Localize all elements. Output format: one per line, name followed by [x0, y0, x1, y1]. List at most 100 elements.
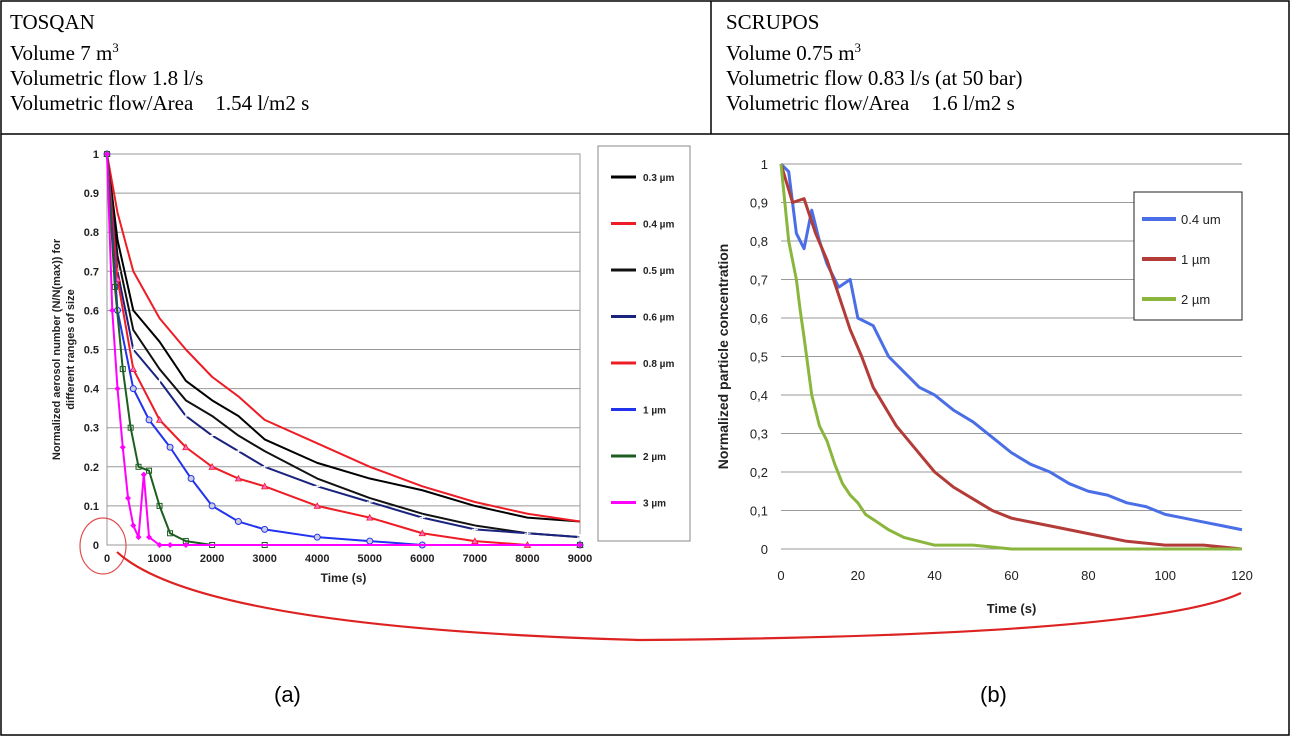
chart-a-point-4-8: [313, 502, 321, 509]
chart-a-point-5-10: [366, 537, 374, 545]
chart-b-legend-label-1: 1 µm: [1181, 252, 1210, 267]
chart-a-point-7-9: [156, 542, 163, 548]
chart-a-legend-label-2: 0.5 µm: [643, 266, 674, 277]
chart-a-point-4-9: [366, 513, 374, 521]
scrupos-flow-area: Volumetric flow/Area 1.6 l/m2 s: [726, 91, 1015, 115]
chart-b-ytick-label-8: 0,8: [750, 234, 768, 249]
chart-a-point-5-2: [129, 385, 137, 393]
chart-b-legend-label-2: 2 µm: [1181, 292, 1210, 307]
chart-a-legend-label-5: 1 µm: [643, 406, 666, 417]
chart-a-point-3-9: [366, 498, 373, 505]
chart-a-xtick-label-4: 4000: [305, 553, 329, 565]
chart-a-point-6-4: [135, 463, 142, 470]
chart-a-point-7-2: [114, 385, 121, 392]
chart-a-xtick-label-2: 2000: [200, 553, 224, 565]
chart-a-ylabel-line1: Normalized aerosol number (N/N(max)) for: [51, 238, 63, 460]
caption-b: (b): [980, 682, 1007, 707]
tosqan-volume: Volume 7 m3: [10, 40, 119, 65]
tosqan-flow: Volumetric flow 1.8 l/s: [10, 66, 204, 90]
chart-b-xtick-label-0: 0: [777, 568, 784, 583]
chart-b-legend-label-0: 0.4 um: [1181, 212, 1221, 227]
chart-a-point-6-3: [127, 424, 134, 431]
chart-a-point-5-6: [208, 502, 216, 510]
chart-a-point-4-3: [155, 416, 164, 423]
scrupos-volume: Volume 0.75 m3: [726, 40, 862, 65]
chart-a-point-4-6: [234, 474, 243, 482]
chart-a-point-5-7: [234, 518, 242, 526]
chart-a-point-3-6: [235, 448, 242, 455]
chart-a-point-7-3: [119, 444, 126, 451]
chart-a-point-7-5: [130, 522, 137, 529]
chart-a-xtick-label-0: 0: [104, 553, 110, 565]
chart-a-point-6-2: [119, 366, 126, 373]
chart-a-point-4-10: [418, 529, 427, 537]
chart-a-xtick-label-5: 5000: [358, 553, 382, 565]
chart-a-legend-label-4: 0.8 µm: [643, 359, 674, 370]
tosqan-cell: TOSQAN Volume 7 m3 Volumetric flow 1.8 l…: [10, 10, 309, 116]
chart-a-xlabel: Time (s): [321, 571, 367, 585]
chart-a-point-3-12: [524, 530, 531, 537]
chart-a-ytick-label-3: 0.3: [84, 423, 99, 435]
chart-a-point-3-13: [577, 534, 583, 541]
chart-b-ytick-label-9: 0,9: [750, 196, 768, 211]
chart-a-ytick-label-6: 0.6: [84, 305, 99, 317]
caption-a: (a): [274, 682, 301, 707]
chart-a-series-line-1: [106, 153, 581, 523]
chart-b-ytick-label-5: 0,5: [750, 350, 768, 365]
chart-a-point-7-8: [146, 534, 153, 541]
chart-a-tosqan: 0 0.1 0.2 0.3 0.4 0.5 0.6 0.7 0.8 0.9 1 0 1000 2000 30…: [51, 145, 691, 585]
chart-a-series-line-2: [106, 153, 581, 539]
chart-b-ytick-label-2: 0,2: [750, 465, 768, 480]
chart-a-point-6-6: [156, 502, 163, 509]
chart-a-legend-label-7: 3 µm: [643, 499, 666, 510]
chart-b-xlabel: Time (s): [987, 601, 1037, 616]
chart-a-series-line-3: [106, 153, 581, 539]
chart-a-ytick-label-9: 0.9: [84, 188, 99, 200]
chart-a-xtick-label-1: 1000: [147, 553, 171, 565]
chart-b-scrupos: 0 0,1 0,2 0,3 0,4 0,5 0,6 0,7 0,8 0,9 1 0 20 40 60 80 10…: [715, 157, 1253, 616]
chart-a-point-6-7: [167, 530, 174, 537]
chart-b-xtick-label-1: 20: [851, 568, 865, 583]
chart-a-point-5-8: [261, 525, 269, 533]
chart-a-point-7-6: [135, 534, 142, 541]
tosqan-title: TOSQAN: [10, 10, 95, 34]
chart-a-xtick-label-9: 9000: [568, 553, 592, 565]
chart-a-point-3-8: [314, 483, 321, 490]
chart-a-point-7-7: [140, 471, 147, 478]
chart-a-ytick-label-0: 0: [93, 540, 99, 552]
chart-a-xtick-label-7: 7000: [463, 553, 487, 565]
chart-b-ytick-label-10: 1: [761, 157, 768, 172]
chart-a-xtick-label-8: 8000: [515, 553, 539, 565]
scrupos-flow: Volumetric flow 0.83 l/s (at 50 bar): [726, 66, 1023, 90]
chart-a-point-3-7: [261, 463, 268, 470]
chart-a-point-5-5: [187, 475, 195, 483]
chart-b-ytick-label-6: 0,6: [750, 311, 768, 326]
chart-a-point-3-2: [130, 346, 137, 353]
chart-a-point-3-11: [471, 526, 478, 533]
chart-a-ytick-label-2: 0.2: [84, 462, 99, 474]
chart-b-series-line-1: [779, 163, 1243, 551]
chart-a-series-line-0: [106, 153, 581, 523]
chart-a-ytick-label-1: 0.1: [84, 501, 99, 513]
chart-a-ytick-label-4: 0.4: [84, 384, 100, 396]
chart-a-legend: [597, 145, 691, 542]
chart-a-point-5-9: [313, 533, 321, 541]
chart-a-point-4-2: [129, 365, 137, 372]
chart-a-ytick-label-10: 1: [93, 149, 99, 161]
tosqan-flow-area: Volumetric flow/Area 1.54 l/m2 s: [10, 91, 310, 115]
chart-a-point-7-4: [125, 495, 132, 502]
chart-a-point-7-10: [167, 542, 174, 548]
chart-b-ytick-label-0: 0: [761, 542, 768, 557]
chart-a-point-4-4: [182, 443, 190, 451]
chart-a-point-7-11: [182, 542, 189, 548]
chart-a-point-5-3: [145, 416, 153, 424]
scrupos-cell: SCRUPOS Volume 0.75 m3 Volumetric flow 0…: [726, 10, 1022, 116]
chart-a-point-4-5: [208, 462, 216, 470]
chart-a-series-2: [106, 153, 581, 539]
chart-a-xtick-label-3: 3000: [252, 553, 276, 565]
chart-a-point-7-0: [104, 151, 110, 157]
chart-b-series-line-2: [779, 163, 1242, 551]
chart-a-point-6-5: [146, 467, 153, 474]
chart-b-xtick-label-3: 60: [1004, 568, 1018, 583]
